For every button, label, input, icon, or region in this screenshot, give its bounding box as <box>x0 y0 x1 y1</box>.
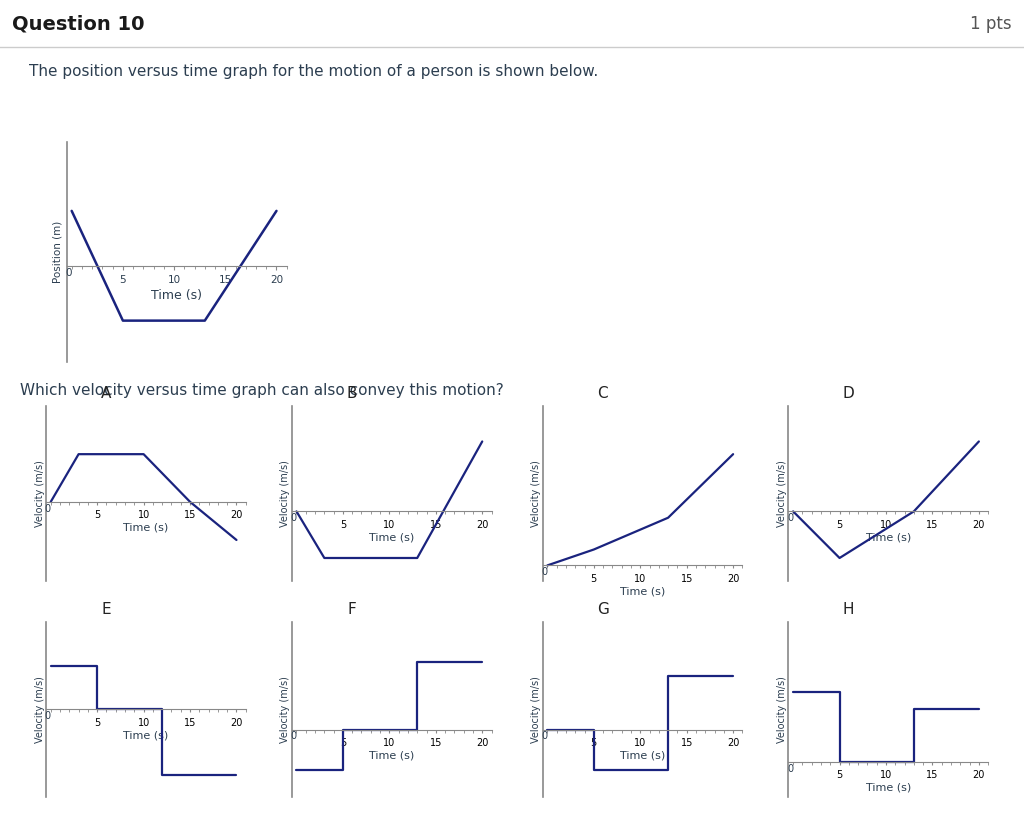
Y-axis label: Position (m): Position (m) <box>52 221 62 283</box>
Text: 0: 0 <box>45 504 51 514</box>
X-axis label: Time (s): Time (s) <box>369 750 415 761</box>
X-axis label: Time (s): Time (s) <box>369 533 415 542</box>
Text: C: C <box>597 386 608 402</box>
Text: F: F <box>347 602 356 617</box>
Y-axis label: Velocity (m/s): Velocity (m/s) <box>281 460 291 528</box>
Text: G: G <box>597 602 608 617</box>
Text: 0: 0 <box>291 513 297 523</box>
Y-axis label: Velocity (m/s): Velocity (m/s) <box>777 460 787 528</box>
Text: 0: 0 <box>787 764 794 774</box>
Text: 0: 0 <box>787 513 794 523</box>
Y-axis label: Velocity (m/s): Velocity (m/s) <box>35 676 45 743</box>
X-axis label: Time (s): Time (s) <box>865 533 911 542</box>
X-axis label: Time (s): Time (s) <box>865 783 911 793</box>
X-axis label: Time (s): Time (s) <box>123 730 169 741</box>
Text: A: A <box>100 386 112 402</box>
Y-axis label: Velocity (m/s): Velocity (m/s) <box>35 460 45 528</box>
Text: 0: 0 <box>66 268 72 278</box>
X-axis label: Time (s): Time (s) <box>620 586 666 597</box>
Text: D: D <box>843 386 854 402</box>
Text: 0: 0 <box>542 567 548 577</box>
Text: Which velocity versus time graph can also convey this motion?: Which velocity versus time graph can als… <box>20 383 504 398</box>
Y-axis label: Velocity (m/s): Velocity (m/s) <box>531 676 542 743</box>
Y-axis label: Velocity (m/s): Velocity (m/s) <box>281 676 291 743</box>
Text: 0: 0 <box>45 711 51 720</box>
X-axis label: Time (s): Time (s) <box>620 750 666 761</box>
Text: 1 pts: 1 pts <box>970 15 1012 33</box>
Text: Question 10: Question 10 <box>12 14 144 33</box>
Y-axis label: Velocity (m/s): Velocity (m/s) <box>777 676 787 743</box>
X-axis label: Time (s): Time (s) <box>152 289 202 302</box>
Text: B: B <box>346 386 357 402</box>
Text: 0: 0 <box>291 731 297 741</box>
Text: 0: 0 <box>542 731 548 741</box>
Text: The position versus time graph for the motion of a person is shown below.: The position versus time graph for the m… <box>29 64 598 79</box>
Text: H: H <box>843 602 854 617</box>
Y-axis label: Velocity (m/s): Velocity (m/s) <box>531 460 542 528</box>
X-axis label: Time (s): Time (s) <box>123 523 169 533</box>
Text: E: E <box>101 602 111 617</box>
